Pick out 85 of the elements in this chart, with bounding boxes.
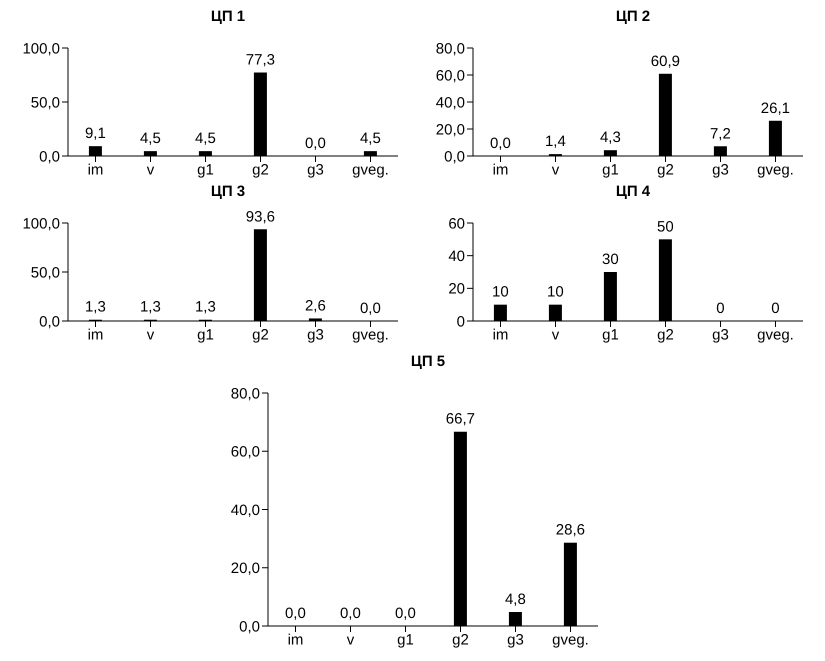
y-tick-label: 40,0 bbox=[436, 94, 465, 112]
data-label: 4,5 bbox=[194, 130, 216, 148]
y-tick-label: 0,0 bbox=[39, 313, 60, 330]
chart-title: ЦП 2 bbox=[614, 8, 652, 26]
x-tick-label: im bbox=[492, 326, 508, 344]
data-label: 1,3 bbox=[84, 298, 106, 316]
data-label: 1,4 bbox=[544, 133, 566, 150]
x-tick-label: g3 bbox=[307, 162, 324, 179]
data-label: 0,0 bbox=[340, 605, 361, 622]
y-tick-label: 100,0 bbox=[22, 215, 60, 232]
x-tick-label: g2 bbox=[452, 632, 469, 649]
x-tick-label: im bbox=[88, 326, 104, 344]
data-label: 77,3 bbox=[246, 52, 275, 69]
x-tick-label: v bbox=[146, 326, 155, 344]
data-label: 0 bbox=[716, 300, 725, 317]
y-tick-label: 40,0 bbox=[230, 502, 260, 519]
x-tick-label: gveg. bbox=[352, 162, 389, 179]
y-tick-label: 20,0 bbox=[436, 121, 465, 138]
data-label: 0,0 bbox=[284, 605, 306, 622]
x-tick-label: g2 bbox=[657, 326, 674, 344]
data-label: 0 bbox=[771, 300, 780, 317]
data-label: 93,6 bbox=[246, 208, 275, 226]
data-label: 4,8 bbox=[504, 591, 526, 608]
chart-title: ЦП 3 bbox=[210, 183, 246, 201]
y-tick-label: 0,0 bbox=[39, 148, 60, 166]
data-label: 66,7 bbox=[446, 410, 475, 428]
data-label: 4,5 bbox=[360, 130, 381, 148]
x-tick-label: im bbox=[88, 162, 104, 179]
x-tick-label: g3 bbox=[712, 162, 729, 179]
y-tick-label: 80,0 bbox=[230, 385, 260, 402]
x-tick-label: g1 bbox=[197, 326, 214, 344]
y-tick-label: 0 bbox=[456, 313, 465, 330]
data-label: 4,5 bbox=[140, 130, 161, 148]
data-label: 28,6 bbox=[556, 522, 585, 539]
data-label: 0,0 bbox=[490, 135, 511, 152]
y-tick-label: 20 bbox=[448, 280, 465, 298]
data-label: 10 bbox=[492, 284, 509, 301]
x-tick-label: g3 bbox=[307, 326, 324, 344]
y-tick-label: 0,0 bbox=[444, 148, 465, 166]
x-tick-label: g3 bbox=[507, 632, 524, 649]
data-label: 50 bbox=[657, 218, 674, 236]
y-tick-label: 80,0 bbox=[436, 40, 465, 58]
data-label: 10 bbox=[547, 284, 564, 301]
y-tick-label: 40 bbox=[448, 248, 465, 265]
y-tick-label: 0,0 bbox=[239, 618, 260, 636]
y-tick-label: 50,0 bbox=[30, 94, 60, 112]
x-tick-label: gveg. bbox=[757, 326, 794, 344]
data-label: 1,3 bbox=[140, 298, 161, 316]
x-tick-label: gveg. bbox=[352, 326, 389, 344]
x-tick-label: im bbox=[288, 632, 304, 649]
x-tick-label: im bbox=[492, 162, 508, 179]
y-tick-label: 60 bbox=[448, 215, 465, 232]
x-tick-label: g2 bbox=[252, 162, 269, 179]
x-tick-label: g1 bbox=[602, 326, 619, 344]
data-label: 1,3 bbox=[194, 298, 216, 316]
chart-title: ЦП 4 bbox=[614, 183, 652, 201]
x-tick-label: v bbox=[146, 162, 155, 179]
data-label: 9,1 bbox=[84, 125, 106, 142]
data-label: 0,0 bbox=[394, 605, 416, 622]
x-tick-label: g2 bbox=[252, 326, 269, 344]
y-tick-label: 20,0 bbox=[230, 560, 260, 578]
data-label: 4,3 bbox=[600, 129, 621, 146]
x-tick-label: g1 bbox=[197, 162, 214, 179]
x-tick-label: v bbox=[552, 326, 560, 344]
x-tick-label: g2 bbox=[657, 162, 674, 179]
data-label: 0,0 bbox=[304, 135, 326, 152]
x-tick-label: v bbox=[552, 162, 560, 179]
data-label: 60,9 bbox=[650, 52, 680, 70]
x-tick-label: g3 bbox=[712, 326, 729, 344]
x-tick-label: g1 bbox=[397, 632, 414, 649]
x-tick-label: v bbox=[346, 632, 355, 649]
data-label: 7,2 bbox=[710, 125, 731, 142]
data-label: 0,0 bbox=[360, 300, 381, 317]
data-label: 30 bbox=[602, 251, 619, 268]
y-tick-label: 60,0 bbox=[436, 67, 465, 84]
y-tick-label: 50,0 bbox=[30, 264, 60, 282]
data-label: 26,1 bbox=[760, 100, 790, 117]
x-tick-label: g1 bbox=[602, 162, 619, 179]
y-tick-label: 60,0 bbox=[230, 444, 260, 461]
chart-title: ЦП 1 bbox=[210, 8, 246, 26]
x-tick-label: gveg. bbox=[552, 632, 589, 649]
x-tick-label: gveg. bbox=[757, 162, 794, 179]
chart-title: ЦП 5 bbox=[410, 353, 446, 371]
y-tick-label: 100,0 bbox=[22, 40, 60, 58]
data-label: 2,6 bbox=[304, 297, 326, 314]
